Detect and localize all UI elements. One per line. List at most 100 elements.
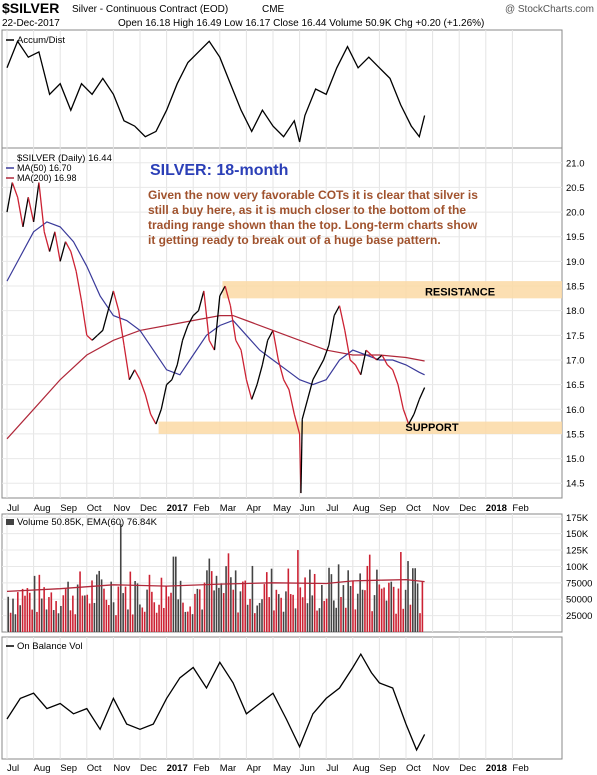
- volume-bar: [110, 581, 112, 632]
- volume-bar: [258, 602, 261, 632]
- obv-line: [6, 652, 426, 752]
- price-segment: [6, 182, 13, 213]
- volume-bar: [76, 584, 79, 632]
- volume-bar: [105, 599, 108, 632]
- month-tick-label: Aug: [353, 763, 370, 774]
- volume-bar: [103, 588, 105, 632]
- volume-bar: [36, 611, 38, 632]
- month-tick-label: Sep: [60, 503, 77, 514]
- price-segment: [283, 379, 290, 390]
- volume-bar: [220, 583, 223, 632]
- month-tick-label: May: [273, 763, 291, 774]
- volume-bar: [127, 609, 129, 632]
- month-tick-label: Sep: [379, 503, 396, 514]
- ma50-line: [6, 221, 425, 386]
- price-segment: [86, 334, 93, 341]
- price-segment: [397, 384, 404, 410]
- price-segment: [22, 197, 29, 227]
- price-segment: [166, 379, 173, 386]
- volume-bar: [160, 577, 163, 632]
- instrument-name: Silver - Continuous Contract (EOD): [72, 4, 228, 15]
- price-tick-label: 19.0: [566, 257, 585, 268]
- support-label: SUPPORT: [405, 422, 458, 434]
- volume-bar: [404, 589, 407, 632]
- volume-bar: [289, 594, 292, 632]
- price-segment: [17, 197, 24, 227]
- month-tick-label: Aug: [353, 503, 370, 514]
- volume-bar: [74, 614, 77, 632]
- volume-bar: [249, 598, 251, 632]
- series: [6, 39, 426, 752]
- resistance-label: RESISTANCE: [425, 286, 495, 298]
- volume-tick-label: 25000: [566, 611, 592, 622]
- volume-bar: [24, 595, 26, 632]
- volume-bar: [191, 614, 194, 632]
- volume-bar: [163, 607, 165, 632]
- volume-bar: [380, 588, 383, 632]
- volume-bar: [72, 595, 74, 632]
- month-tick-label: 2017: [167, 503, 188, 514]
- volume-bar: [385, 600, 388, 632]
- volume-bar: [17, 592, 19, 632]
- volume-bar: [215, 575, 218, 632]
- price-segment: [365, 349, 372, 356]
- volume-bar: [227, 553, 230, 632]
- volume-bar: [270, 568, 273, 632]
- price-segment: [267, 330, 274, 341]
- accum-dist-line: [6, 39, 426, 143]
- volume-bar: [170, 592, 172, 632]
- price-tick-label: 21.0: [566, 158, 585, 169]
- month-tick-label: Apr: [246, 763, 261, 774]
- volume-bar: [124, 586, 127, 632]
- month-tick-label: May: [273, 503, 291, 514]
- price-segment: [64, 241, 72, 252]
- price-segment: [338, 305, 346, 331]
- volume-ema-line: [6, 578, 425, 593]
- volume-bar: [64, 589, 67, 632]
- price-segment: [134, 369, 141, 380]
- price-segment: [293, 414, 301, 435]
- volume-bar: [43, 587, 45, 632]
- volume-bar: [189, 606, 191, 632]
- volume-bar: [318, 608, 321, 632]
- volume-bar: [196, 588, 199, 632]
- volume-bar: [184, 611, 187, 632]
- volume-bar: [141, 607, 144, 632]
- price-tick-label: 17.5: [566, 331, 585, 342]
- volume-bar: [392, 586, 395, 632]
- accum-label: Accum/Dist: [17, 35, 65, 46]
- volume-tick-label: 75000: [566, 578, 592, 589]
- volume-bar: [376, 569, 378, 632]
- volume-bar: [179, 580, 182, 632]
- price-segment: [312, 369, 319, 380]
- volume-bar: [14, 614, 17, 632]
- grid: [2, 30, 562, 759]
- volume-bar: [311, 595, 314, 632]
- volume-bar: [354, 609, 357, 632]
- price-segment: [381, 354, 388, 366]
- month-tick-label: Aug: [34, 763, 51, 774]
- price-label: $SILVER (Daily) 16.44: [17, 153, 112, 164]
- month-tick-label: Sep: [60, 763, 77, 774]
- volume-tick-label: 50000: [566, 595, 592, 606]
- volume-bar: [86, 594, 89, 632]
- volume-bar: [84, 595, 86, 632]
- volume-bar: [390, 581, 393, 632]
- volume-bar: [45, 609, 48, 632]
- volume-bar: [421, 581, 424, 632]
- volume-bar: [7, 596, 10, 632]
- price-segment: [176, 340, 184, 366]
- volume-bar: [368, 554, 371, 632]
- volume-bar: [218, 587, 220, 632]
- price-segment: [203, 290, 210, 341]
- volume-bar: [349, 585, 352, 632]
- volume-bar: [359, 573, 361, 632]
- price-segment: [376, 354, 383, 361]
- volume-bar: [414, 568, 417, 632]
- volume-bar: [129, 571, 132, 632]
- volume-bar: [313, 573, 316, 632]
- month-tick-label: Oct: [406, 503, 421, 514]
- month-tick-label: Nov: [433, 503, 450, 514]
- volume-bar: [321, 585, 323, 632]
- month-tick-label: Jun: [300, 763, 315, 774]
